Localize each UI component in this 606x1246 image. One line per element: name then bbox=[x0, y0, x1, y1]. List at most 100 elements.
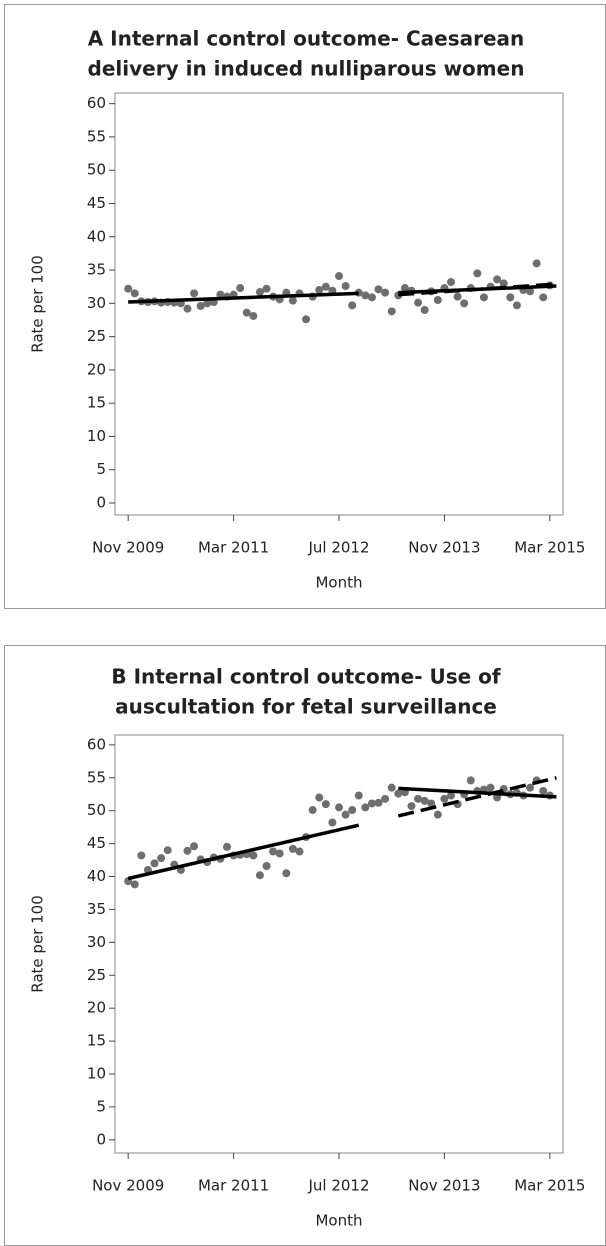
data-point bbox=[348, 301, 357, 310]
data-point bbox=[288, 844, 297, 853]
data-point bbox=[216, 290, 225, 299]
y-tick-label: 30 bbox=[87, 294, 106, 312]
y-tick-label: 5 bbox=[96, 460, 106, 478]
data-point bbox=[387, 783, 396, 792]
data-point bbox=[321, 800, 330, 809]
y-tick-label: 40 bbox=[87, 867, 106, 885]
y-tick-label: 0 bbox=[96, 1130, 106, 1148]
data-point bbox=[453, 292, 462, 301]
data-point bbox=[493, 793, 502, 802]
data-point bbox=[387, 307, 396, 316]
x-tick-label: Nov 2013 bbox=[408, 1177, 480, 1195]
data-point bbox=[236, 284, 245, 293]
y-tick-label: 55 bbox=[87, 127, 106, 145]
data-point bbox=[262, 861, 271, 870]
data-point bbox=[354, 791, 363, 800]
y-tick-label: 50 bbox=[87, 161, 106, 179]
data-point bbox=[196, 301, 205, 310]
trend-line bbox=[398, 786, 557, 799]
data-point bbox=[420, 305, 429, 314]
x-tick-label: Jul 2012 bbox=[307, 1177, 369, 1195]
y-tick-label: 10 bbox=[87, 427, 106, 445]
data-point bbox=[433, 296, 442, 305]
data-point bbox=[526, 783, 535, 792]
data-point bbox=[223, 842, 231, 851]
y-tick-label: 30 bbox=[87, 933, 106, 951]
x-tick-label: Jul 2012 bbox=[307, 539, 369, 557]
data-point bbox=[512, 301, 521, 310]
data-point bbox=[374, 798, 383, 807]
data-point bbox=[361, 803, 370, 812]
data-point bbox=[473, 269, 482, 278]
data-point bbox=[493, 275, 502, 284]
data-point bbox=[539, 293, 548, 302]
data-point bbox=[367, 293, 376, 302]
data-point bbox=[295, 847, 304, 856]
data-point bbox=[315, 793, 324, 802]
chart-title: B Internal control outcome- Use of bbox=[111, 665, 500, 689]
data-point bbox=[506, 293, 515, 302]
x-tick-label: Mar 2015 bbox=[514, 539, 585, 557]
data-point bbox=[466, 776, 475, 785]
data-point bbox=[321, 282, 330, 291]
data-point bbox=[400, 284, 409, 293]
y-tick-label: 50 bbox=[87, 801, 106, 819]
data-point bbox=[183, 304, 192, 313]
data-point bbox=[414, 794, 423, 803]
x-axis-label: Month bbox=[315, 574, 362, 592]
data-point bbox=[130, 880, 139, 889]
data-point bbox=[440, 794, 449, 803]
data-point bbox=[374, 285, 383, 294]
data-point bbox=[130, 289, 139, 298]
data-point bbox=[288, 296, 297, 305]
x-tick-label: Mar 2011 bbox=[198, 1177, 269, 1195]
data-point bbox=[282, 869, 291, 878]
data-point bbox=[532, 259, 541, 268]
y-tick-label: 45 bbox=[87, 834, 106, 852]
y-tick-label: 45 bbox=[87, 194, 106, 212]
y-tick-label: 15 bbox=[87, 1032, 106, 1050]
data-point bbox=[249, 311, 258, 320]
chart-title: auscultation for fetal surveillance bbox=[115, 695, 497, 719]
y-tick-label: 60 bbox=[87, 735, 106, 753]
y-tick-label: 25 bbox=[87, 327, 106, 345]
data-point bbox=[249, 851, 258, 860]
y-tick-label: 35 bbox=[87, 900, 106, 918]
data-point bbox=[420, 796, 429, 805]
y-tick-label: 60 bbox=[87, 94, 106, 112]
data-point bbox=[335, 272, 343, 281]
y-tick-label: 35 bbox=[87, 261, 106, 279]
x-axis-label: Month bbox=[315, 1212, 362, 1230]
data-point bbox=[157, 854, 166, 863]
y-axis-label: Rate per 100 bbox=[29, 895, 47, 992]
data-point bbox=[341, 282, 350, 291]
data-point bbox=[262, 284, 271, 293]
chart-title: delivery in induced nulliparous women bbox=[88, 57, 525, 81]
data-point bbox=[427, 799, 436, 808]
data-point bbox=[447, 791, 455, 800]
data-point bbox=[381, 794, 390, 803]
data-point bbox=[341, 810, 350, 819]
data-point bbox=[499, 279, 508, 288]
y-tick-label: 55 bbox=[87, 768, 106, 786]
data-point bbox=[460, 299, 469, 308]
data-point bbox=[255, 871, 264, 880]
y-tick-label: 10 bbox=[87, 1065, 106, 1083]
x-tick-label: Nov 2013 bbox=[408, 539, 480, 557]
y-tick-label: 5 bbox=[96, 1097, 106, 1115]
y-axis-label: Rate per 100 bbox=[29, 255, 47, 352]
data-point bbox=[539, 786, 548, 795]
data-point bbox=[255, 288, 264, 297]
data-point bbox=[163, 846, 172, 855]
data-point bbox=[190, 842, 199, 851]
trend-line bbox=[398, 282, 557, 297]
data-point bbox=[394, 789, 403, 798]
data-point bbox=[447, 278, 455, 287]
data-point bbox=[308, 806, 317, 815]
data-point bbox=[361, 291, 370, 300]
data-point bbox=[302, 315, 311, 324]
y-tick-label: 20 bbox=[87, 360, 106, 378]
data-point bbox=[315, 286, 324, 295]
data-point bbox=[486, 783, 495, 792]
